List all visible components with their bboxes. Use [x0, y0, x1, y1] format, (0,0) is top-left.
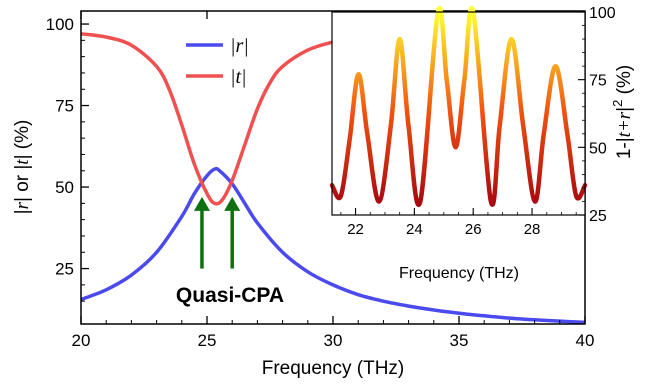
- main-y-tick-label: 25: [55, 260, 74, 279]
- legend-label-t: |t|: [230, 66, 247, 88]
- inset-y-tick-label: 75: [589, 73, 607, 90]
- main-x-tick-label: 30: [324, 331, 343, 350]
- inset-y-tick-label: 100: [589, 5, 616, 22]
- inset-x-ticks: 22 24 26 28: [340, 208, 577, 238]
- series-line-r: [80, 166, 586, 325]
- inset-x-axis-label: Frequency (THz): [399, 265, 519, 282]
- inset-y-tick-label: 50: [589, 140, 607, 157]
- arrow-head: [224, 196, 241, 211]
- inset-x-tick-label: 22: [347, 221, 364, 238]
- quasi-cpa-label: Quasi-CPA: [176, 284, 284, 307]
- main-y-axis-label: |r| or |t| (%): [12, 120, 33, 215]
- legend-label-r: |r|: [230, 35, 249, 57]
- main-x-tick-label: 20: [72, 331, 91, 350]
- inset-y-axis-label: 1-|t+r|2 (%): [610, 65, 635, 159]
- inset-x-tick-label: 26: [465, 221, 482, 238]
- main-y-tick-label: 50: [55, 178, 74, 197]
- series-line-t: [80, 32, 359, 206]
- inset-y-tick-label: 25: [589, 208, 607, 225]
- quasi-cpa-arrows: [193, 196, 241, 269]
- inset-y-ticks: 25 50 75 100: [578, 5, 616, 225]
- inset-series-line: [329, 6, 588, 207]
- main-y-tick-label: 75: [55, 97, 74, 116]
- arrow-head: [193, 196, 210, 211]
- quasi-cpa-annotation: Quasi-CPA: [176, 196, 284, 307]
- main-x-tick-label: 25: [198, 331, 217, 350]
- inset-curve: [329, 6, 588, 207]
- main-x-tick-label: 35: [450, 331, 469, 350]
- main-x-axis-label: Frequency (THz): [262, 358, 405, 379]
- main-y-ticks: 25 50 75 100: [46, 15, 89, 302]
- inset-x-tick-label: 28: [524, 221, 541, 238]
- legend: |r| |t|: [186, 35, 249, 88]
- main-plot: 20 25 30 35 40 25 50 75 100 Frequency (THz) |r|…: [12, 10, 595, 379]
- inset-plot: 22 24 26 28 25 50 75 100 Frequency (THz): [329, 5, 616, 282]
- main-y-tick-label: 100: [46, 15, 74, 34]
- inset-x-tick-label: 24: [406, 221, 423, 238]
- main-curves: [80, 32, 586, 325]
- main-x-tick-label: 40: [576, 331, 595, 350]
